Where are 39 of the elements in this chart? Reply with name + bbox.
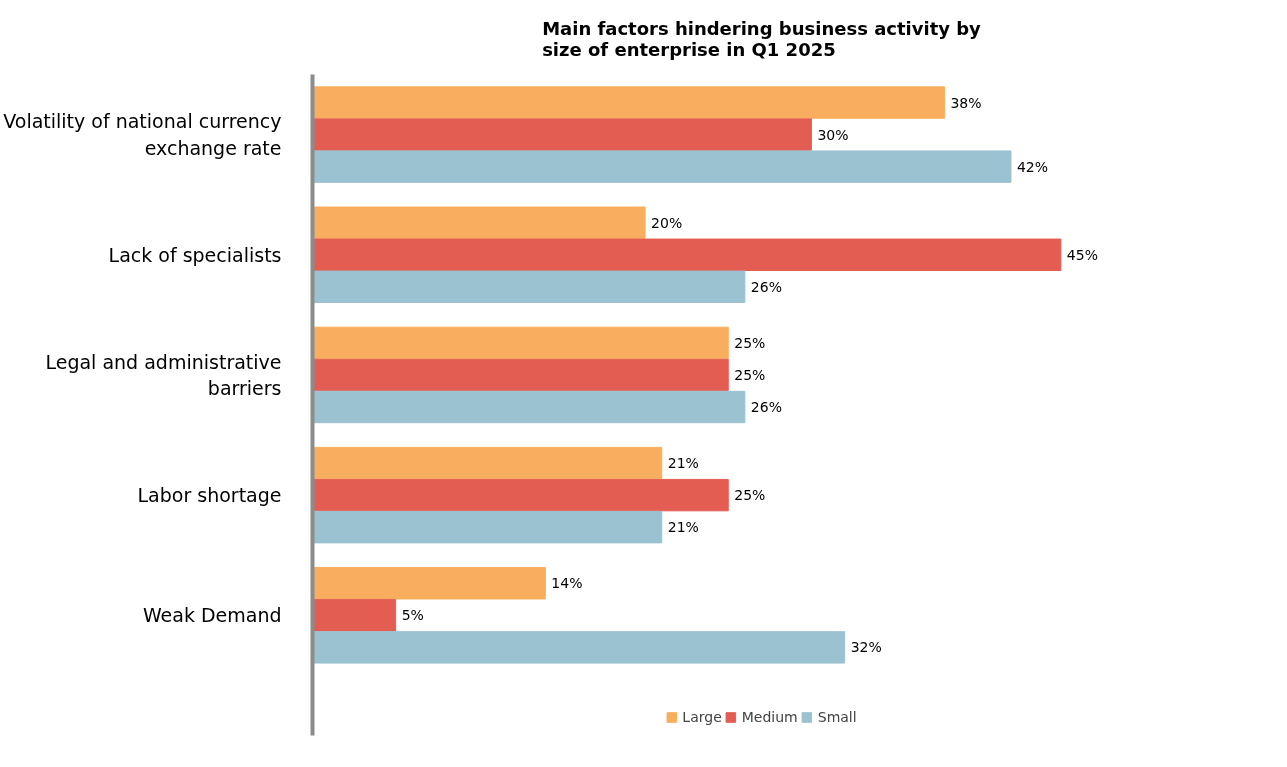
y-tick-label: Weak Demand (142, 604, 282, 627)
data-label: 14% (551, 575, 583, 592)
bar (312, 118, 812, 151)
data-label: 32% (850, 639, 882, 656)
bar (312, 238, 1062, 271)
legend-label: Large (682, 709, 722, 725)
y-tick-label: Legal and administrative barriers (45, 350, 282, 400)
bar (312, 358, 729, 392)
legend-label: Medium (741, 709, 798, 725)
data-label: 25% (734, 366, 766, 383)
data-label: 20% (651, 214, 683, 231)
data-label: 25% (734, 334, 766, 351)
bar (312, 390, 746, 424)
data-label: 25% (734, 487, 766, 504)
bar (312, 510, 663, 544)
y-tick-label: Lack of specialists (108, 243, 282, 266)
bar (312, 478, 729, 512)
bar (312, 446, 663, 480)
bar (312, 206, 646, 239)
data-label: 42% (1016, 158, 1049, 175)
data-label: 26% (750, 399, 782, 415)
data-label: 5% (401, 607, 424, 624)
chart-title: Main factors hindering business activity by size of enterprise in Q1 2025 (542, 17, 982, 60)
bar (312, 86, 945, 119)
data-label: 21% (667, 455, 699, 472)
bar (312, 599, 397, 632)
data-label: 21% (667, 519, 699, 536)
legend-label: Small (817, 709, 857, 725)
bar (312, 631, 846, 664)
data-label: 45% (1066, 246, 1098, 263)
y-tick-label: Labor shortage (137, 484, 282, 507)
bar (312, 150, 1012, 183)
data-label: 38% (950, 94, 982, 111)
y-tick-label: Volatility of national currency exchange rate (3, 110, 282, 159)
bar (312, 567, 546, 600)
data-label: 30% (817, 126, 849, 143)
bar (312, 326, 729, 360)
data-label: 26% (750, 278, 782, 295)
bar (312, 270, 746, 304)
